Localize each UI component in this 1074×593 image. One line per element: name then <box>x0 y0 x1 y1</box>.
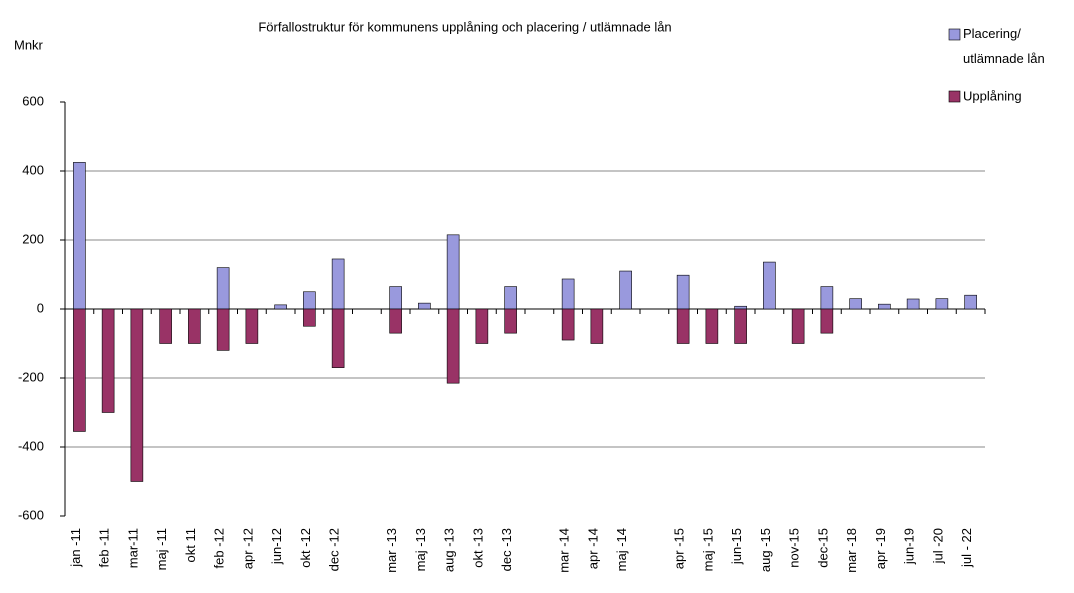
bar <box>763 261 776 310</box>
bar <box>446 234 460 310</box>
bar <box>504 308 517 334</box>
bar <box>101 308 115 413</box>
y-tick-label: 200 <box>22 231 44 246</box>
x-tick-label: mar-11 <box>125 528 140 568</box>
bar <box>303 308 316 327</box>
legend-label: Placering/utlämnade lån <box>963 26 1045 66</box>
x-tick-label: jan -11 <box>68 528 83 568</box>
y-tick-label: 600 <box>22 93 44 108</box>
y-axis-label: Mnkr <box>14 37 44 52</box>
x-tick-label: feb -12 <box>212 528 227 568</box>
bar <box>418 302 431 310</box>
bar <box>389 308 402 334</box>
bar <box>389 286 402 310</box>
bar <box>935 298 949 310</box>
bar <box>216 267 230 310</box>
bar <box>331 258 345 310</box>
bar <box>820 308 834 334</box>
x-tick-label: jul -20 <box>930 528 945 564</box>
bar <box>619 270 632 310</box>
bar <box>245 308 259 344</box>
y-tick-label: -200 <box>18 369 44 384</box>
x-tick-label: mar -18 <box>844 528 859 573</box>
x-tick-label: apr -15 <box>672 528 687 569</box>
x-tick-label: maj -14 <box>614 528 629 571</box>
legend-swatch <box>948 28 961 41</box>
x-tick-label: nov-15 <box>787 528 802 568</box>
x-tick-label: okt 11 <box>183 528 198 562</box>
x-tick-label: dec -12 <box>327 528 342 571</box>
x-tick-label: jun-15 <box>729 528 744 565</box>
x-tick-label: aug -13 <box>442 528 457 572</box>
x-tick-label: feb -11 <box>97 528 112 568</box>
x-tick-label: apr -14 <box>585 528 600 569</box>
bar <box>446 308 460 384</box>
bar <box>504 286 517 310</box>
bar <box>705 308 719 344</box>
x-tick-label: mar -14 <box>557 528 572 573</box>
bar <box>73 308 86 432</box>
bar <box>676 274 690 310</box>
legend-label: Upplåning <box>963 88 1022 103</box>
legend-swatch <box>948 90 961 103</box>
bar <box>475 308 489 344</box>
x-tick-label: okt -12 <box>298 528 313 568</box>
bar <box>303 291 316 310</box>
x-tick-label: maj -13 <box>413 528 428 571</box>
x-tick-label: dec -13 <box>499 528 514 571</box>
x-tick-label: maj -15 <box>700 528 715 571</box>
bar <box>159 308 172 344</box>
x-tick-label: mar -13 <box>384 528 399 573</box>
bar <box>734 305 747 310</box>
bar <box>734 308 747 344</box>
bar <box>820 286 834 310</box>
x-tick-label: dec-15 <box>815 528 830 568</box>
x-tick-label: apr -12 <box>240 528 255 569</box>
x-tick-label: jun-12 <box>269 528 284 565</box>
bar <box>878 303 891 310</box>
bar <box>188 308 201 344</box>
bar <box>73 162 86 310</box>
y-tick-label: 400 <box>22 162 44 177</box>
x-tick-label: jun-19 <box>902 528 917 565</box>
bar <box>590 308 604 344</box>
x-tick-label: jul - 22 <box>959 528 974 568</box>
bar <box>964 294 977 310</box>
y-tick-label: -400 <box>18 438 44 453</box>
bar <box>274 304 287 310</box>
bar <box>216 308 230 351</box>
bar <box>130 308 144 482</box>
bar <box>561 278 575 310</box>
bar <box>791 308 805 344</box>
bar <box>561 308 575 341</box>
y-tick-label: -600 <box>18 507 44 522</box>
bar <box>849 298 862 310</box>
bar <box>676 308 690 344</box>
bar <box>331 308 345 368</box>
x-tick-label: aug -15 <box>758 528 773 572</box>
x-tick-label: okt -13 <box>470 528 485 568</box>
x-tick-label: maj -11 <box>154 528 169 570</box>
bar <box>906 298 920 310</box>
chart-title: Förfallostruktur för kommunens upplåning… <box>258 19 671 34</box>
y-tick-label: 0 <box>37 300 44 315</box>
x-tick-label: apr -19 <box>873 528 888 569</box>
